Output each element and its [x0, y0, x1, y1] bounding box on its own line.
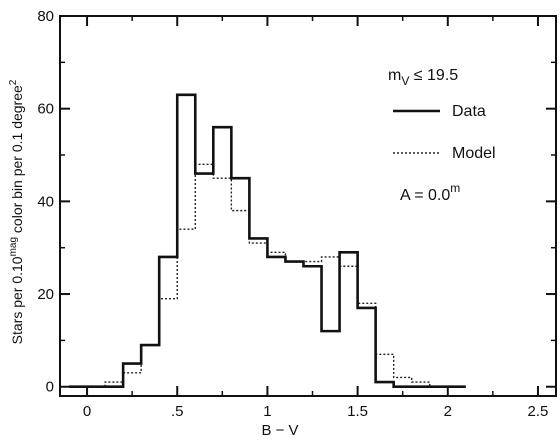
legend-model-label: Model	[452, 145, 496, 162]
x-tick-label: 2	[444, 403, 452, 420]
y-tick-label: 60	[37, 101, 54, 118]
x-tick-label: 0	[83, 403, 91, 420]
x-tick-label: 1.5	[347, 403, 368, 420]
y-tick-label: 0	[46, 379, 54, 396]
x-tick-label: 1	[263, 403, 271, 420]
extinction-annotation: A = 0.0m	[400, 181, 460, 204]
data-series-line	[69, 93, 466, 389]
y-tick-label: 40	[37, 193, 54, 210]
x-tick-label: 2.5	[528, 403, 549, 420]
magnitude-limit-annotation: mV ≤ 19.5	[388, 67, 458, 88]
y-tick-label: 80	[37, 8, 54, 25]
y-tick-labels: 0 20 40 60 80	[37, 8, 54, 396]
y-axis-label: Stars per 0.10mag color bin per 0.1 degr…	[8, 79, 25, 344]
legend-data-label: Data	[452, 103, 486, 120]
x-tick-label: .5	[171, 403, 184, 420]
plot-frame	[59, 15, 557, 397]
x-tick-labels: 0 .5 1 1.5 2 2.5	[83, 403, 549, 420]
x-axis-label: B − V	[261, 422, 298, 439]
y-tick-label: 20	[37, 286, 54, 303]
legend: Data Model	[393, 103, 496, 162]
tick-marks	[60, 15, 556, 396]
